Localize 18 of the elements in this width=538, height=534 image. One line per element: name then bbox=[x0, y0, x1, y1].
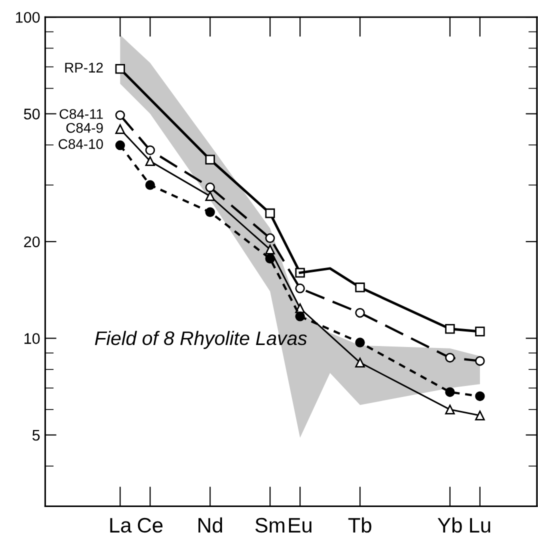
x-tick-label: Yb bbox=[438, 517, 462, 533]
y-tick-label: 50 bbox=[24, 108, 40, 120]
x-tick-label: Tb bbox=[348, 517, 372, 533]
x-tick-label: Eu bbox=[289, 518, 312, 533]
annotation: Field of 8 Rhyolite Lavas bbox=[94, 330, 307, 349]
x-tick-label: Sm bbox=[255, 518, 284, 533]
y-tick-label: 10 bbox=[24, 333, 40, 344]
y-tick-label: 20 bbox=[24, 236, 40, 248]
x-tick-label: Ce bbox=[138, 518, 163, 533]
y-tick-label: 5 bbox=[32, 430, 40, 441]
x-tick-label: Lu bbox=[470, 518, 490, 533]
series-label: RP-12 bbox=[65, 62, 103, 72]
x-tick-label: La bbox=[110, 518, 132, 533]
series-label: C84-10 bbox=[58, 139, 103, 149]
y-tick-label: 100 bbox=[16, 12, 40, 23]
series-label: C84-11 bbox=[60, 109, 103, 119]
x-tick-label: Nd bbox=[198, 517, 222, 533]
series-label: C84-9 bbox=[66, 122, 103, 133]
